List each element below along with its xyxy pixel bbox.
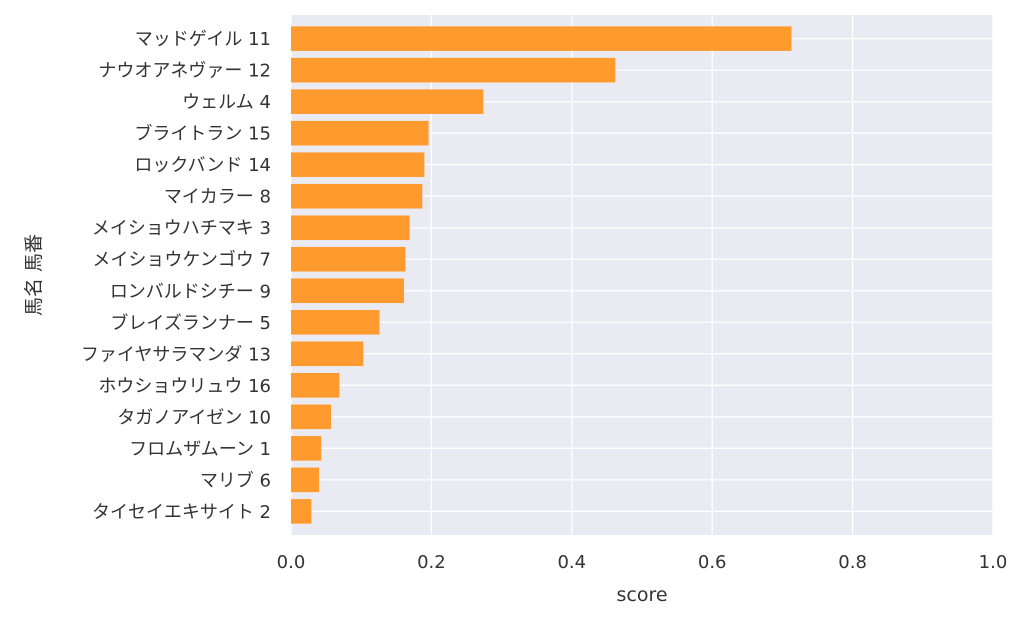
y-tick-label: ブライトラン 15 <box>134 123 271 145</box>
y-tick-labels: マッドゲイル 11 ナウオアネヴァー 12 ウェルム 4 ブライトラン 15 ロックバン… <box>81 29 271 523</box>
bar <box>291 404 332 430</box>
bar <box>291 467 320 493</box>
x-tick-label: 0.6 <box>698 552 727 573</box>
y-tick-label: ナウオアネヴァー 12 <box>98 61 271 82</box>
bar <box>291 183 423 209</box>
bar <box>291 246 406 272</box>
bar <box>291 26 792 51</box>
y-tick-label: ファイヤサラマンダ 13 <box>81 344 271 365</box>
y-tick-label: メイショウケンゴウ 7 <box>92 250 271 271</box>
bar <box>291 499 312 524</box>
y-tick-label: ロンバルドシチー 9 <box>110 281 271 302</box>
bar <box>291 57 616 83</box>
bar <box>291 89 484 114</box>
y-axis-label: 馬名 馬番 <box>23 234 45 316</box>
x-axis-label: score <box>616 584 667 606</box>
bar <box>291 278 405 304</box>
bar <box>291 152 425 177</box>
bar <box>291 309 380 335</box>
y-tick-label: マイカラー 8 <box>164 187 271 208</box>
x-tick-labels: 0.0 0.2 0.4 0.6 0.8 1.0 <box>277 552 1008 573</box>
x-tick-label: 0.8 <box>838 552 867 573</box>
bars <box>291 26 792 524</box>
x-tick-label: 1.0 <box>979 552 1008 573</box>
bar <box>291 120 429 146</box>
y-tick-label: タイセイエキサイト 2 <box>92 502 271 523</box>
y-tick-label: ホウショウリュウ 16 <box>98 376 271 397</box>
y-tick-label: フロムザムーン 1 <box>129 439 271 460</box>
y-tick-label: メイショウハチマキ 3 <box>92 218 271 239</box>
y-tick-label: ロックバンド 14 <box>134 155 271 176</box>
y-tick-label: ブレイズランナー 5 <box>110 312 271 334</box>
bar <box>291 341 364 367</box>
y-tick-label: ウェルム 4 <box>182 92 271 113</box>
y-tick-label: マッドゲイル 11 <box>135 29 271 50</box>
y-tick-label: タガノアイゼン 10 <box>117 407 271 428</box>
y-tick-label: マリブ 6 <box>200 469 271 491</box>
x-tick-label: 0.4 <box>557 552 586 573</box>
x-tick-label: 0.0 <box>277 552 306 573</box>
bar <box>291 373 340 398</box>
bar <box>291 215 410 241</box>
x-tick-label: 0.2 <box>417 552 446 573</box>
bar <box>291 436 322 461</box>
